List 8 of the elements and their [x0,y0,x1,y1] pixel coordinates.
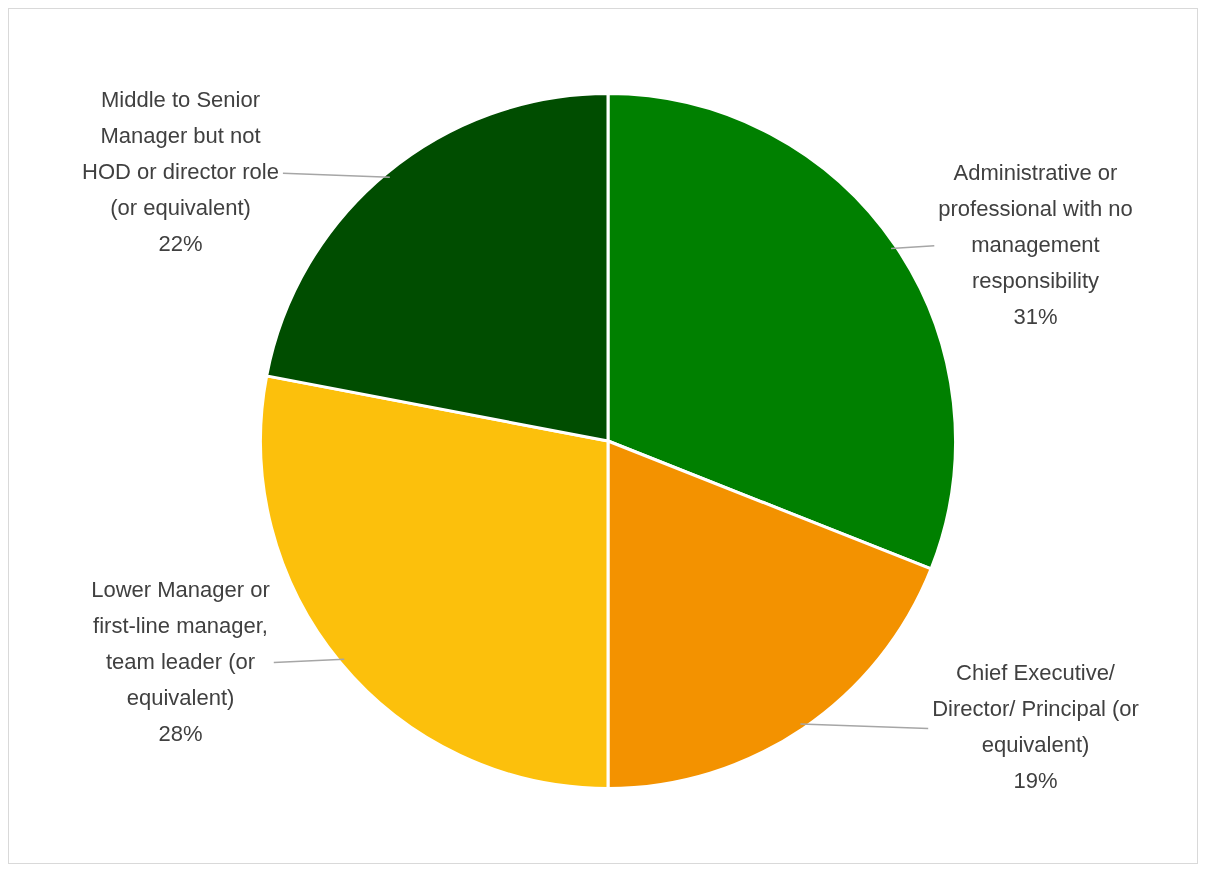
slice-label: Lower Manager or first-line manager, team leader (or equivalent) [91,576,270,710]
slice-label: Middle to Senior Manager but not HOD or director role (or equivalent) [82,87,279,221]
data-label: 28% [158,720,203,746]
data-label: 22% [158,231,203,257]
data-label: 31% [1013,303,1058,329]
slice-label: Chief Executive/ Director/ Principal (or equivalent) [932,660,1139,758]
data-label: 19% [1013,768,1058,794]
slice-label: Administrative or professional with no management responsibility [938,159,1133,293]
